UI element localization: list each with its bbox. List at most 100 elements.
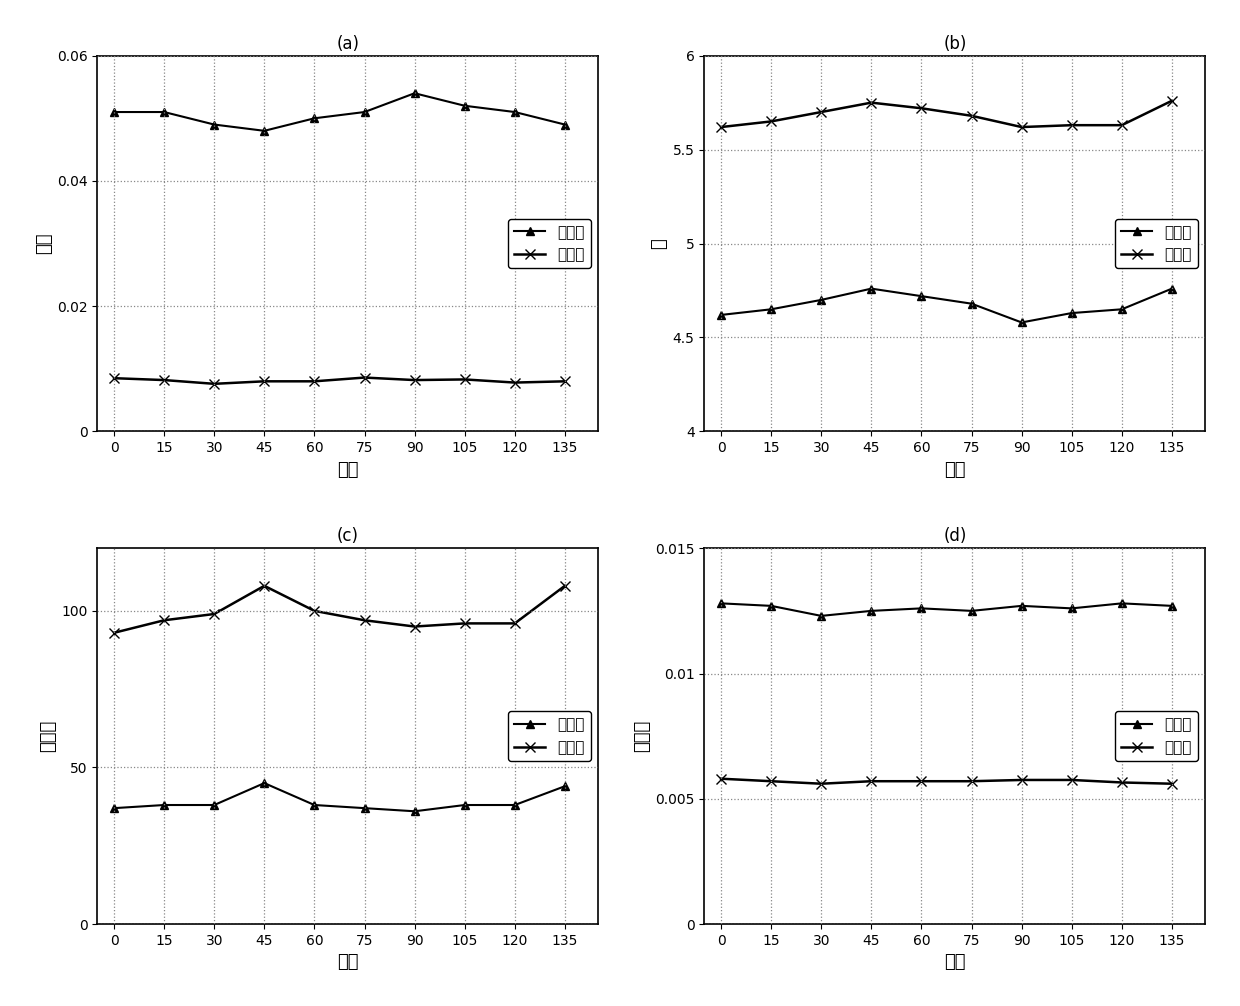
正样本: [1164, 600, 1179, 612]
正样本: [864, 283, 879, 295]
Y-axis label: 数相关: 数相关: [632, 720, 651, 752]
负样本: [914, 103, 929, 115]
负样本: [1064, 774, 1079, 786]
正样本: [963, 298, 978, 310]
Line: 负样本: 负样本: [717, 774, 1177, 789]
负样本: [864, 97, 879, 109]
正样本: [1064, 307, 1079, 319]
X-axis label: 角度: 角度: [944, 461, 966, 479]
正样本: [813, 294, 828, 306]
X-axis label: 角度: 角度: [337, 954, 358, 971]
负样本: [308, 375, 322, 387]
正样本: [156, 799, 171, 811]
负样本: [813, 778, 828, 790]
正样本: [107, 802, 122, 814]
Y-axis label: 惯性矩: 惯性矩: [40, 720, 57, 752]
正样本: [357, 106, 372, 118]
负样本: [1115, 119, 1130, 131]
负样本: [1014, 121, 1029, 133]
Line: 正样本: 正样本: [717, 600, 1176, 620]
正样本: [963, 605, 978, 617]
Line: 正样本: 正样本: [110, 90, 569, 135]
负样本: [458, 618, 472, 630]
负样本: [714, 773, 729, 785]
负样本: [407, 374, 422, 386]
正样本: [507, 799, 522, 811]
负样本: [914, 776, 929, 788]
Title: (c): (c): [337, 527, 358, 545]
负样本: [1164, 95, 1179, 107]
Legend: 正样本, 负样本: 正样本, 负样本: [1115, 711, 1198, 762]
负样本: [864, 776, 879, 788]
正样本: [714, 598, 729, 610]
正样本: [458, 100, 472, 112]
正样本: [207, 799, 222, 811]
正样本: [357, 802, 372, 814]
正样本: [914, 290, 929, 302]
正样本: [1064, 603, 1079, 615]
Legend: 正样本, 负样本: 正样本, 负样本: [1115, 218, 1198, 269]
负样本: [207, 378, 222, 390]
负样本: [1164, 778, 1179, 790]
负样本: [308, 605, 322, 617]
正样本: [507, 106, 522, 118]
正样本: [1115, 303, 1130, 315]
Line: 负样本: 负样本: [109, 580, 569, 638]
正样本: [1115, 598, 1130, 610]
Line: 正样本: 正样本: [110, 779, 569, 816]
负样本: [714, 121, 729, 133]
正样本: [207, 119, 222, 131]
正样本: [558, 119, 573, 131]
负样本: [107, 627, 122, 639]
负样本: [764, 776, 779, 788]
正样本: [914, 603, 929, 615]
正样本: [864, 605, 879, 617]
正样本: [1014, 317, 1029, 329]
负样本: [1014, 774, 1029, 786]
负样本: [1115, 777, 1130, 789]
正样本: [407, 805, 422, 817]
负样本: [963, 110, 978, 122]
Title: (a): (a): [336, 35, 360, 52]
Line: 负样本: 负样本: [109, 372, 569, 388]
负样本: [813, 106, 828, 118]
负样本: [507, 376, 522, 388]
负样本: [207, 608, 222, 620]
正样本: [107, 106, 122, 118]
正样本: [308, 113, 322, 125]
负样本: [764, 116, 779, 128]
正样本: [458, 799, 472, 811]
正样本: [764, 600, 779, 612]
X-axis label: 角度: 角度: [337, 461, 358, 479]
正样本: [156, 106, 171, 118]
负样本: [963, 776, 978, 788]
负样本: [357, 371, 372, 383]
Y-axis label: 熵: 熵: [651, 238, 668, 248]
Y-axis label: 能量: 能量: [35, 232, 53, 255]
正样本: [1014, 600, 1029, 612]
负样本: [357, 615, 372, 627]
正样本: [308, 799, 322, 811]
负样本: [407, 621, 422, 633]
负样本: [257, 375, 272, 387]
Title: (b): (b): [944, 35, 966, 52]
负样本: [558, 579, 573, 592]
负样本: [458, 373, 472, 385]
Legend: 正样本, 负样本: 正样本, 负样本: [508, 711, 590, 762]
负样本: [257, 579, 272, 592]
负样本: [107, 372, 122, 384]
正样本: [714, 309, 729, 321]
正样本: [764, 303, 779, 315]
Title: (d): (d): [944, 527, 966, 545]
负样本: [156, 615, 171, 627]
Legend: 正样本, 负样本: 正样本, 负样本: [508, 218, 590, 269]
正样本: [257, 777, 272, 789]
负样本: [156, 374, 171, 386]
负样本: [1064, 119, 1079, 131]
正样本: [558, 781, 573, 793]
正样本: [813, 610, 828, 622]
负样本: [507, 618, 522, 630]
正样本: [1164, 283, 1179, 295]
正样本: [257, 125, 272, 137]
Line: 正样本: 正样本: [717, 285, 1176, 327]
